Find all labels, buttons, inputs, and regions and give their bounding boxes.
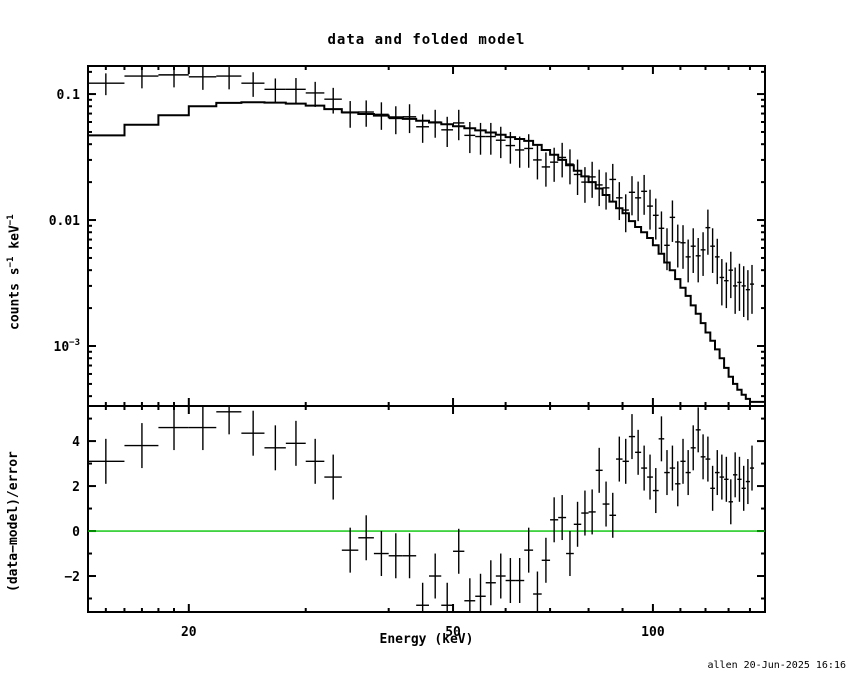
data-series — [88, 66, 755, 321]
y-tick-label: −2 — [64, 570, 80, 585]
model-step-line — [88, 101, 765, 403]
y-tick-label: 0.1 — [57, 88, 81, 103]
axis-ticks — [88, 66, 765, 612]
x-tick-label: 20 — [181, 625, 197, 640]
y-tick-label: 0 — [72, 525, 80, 540]
y-tick-label: 0.01 — [49, 214, 80, 229]
timestamp: allen 20-Jun-2025 16:16 — [707, 660, 846, 671]
plot-frame — [87, 65, 766, 613]
residual-series — [88, 406, 755, 612]
plot-title: data and folded model — [327, 32, 526, 48]
x-tick-label: 50 — [445, 625, 461, 640]
y-tick-label: 2 — [72, 480, 80, 495]
x-axis-label: Energy (keV) — [379, 632, 474, 647]
y-tick-label: 10−3 — [54, 338, 81, 355]
y-tick-label: 4 — [72, 435, 80, 450]
x-tick-label: 100 — [641, 625, 665, 640]
